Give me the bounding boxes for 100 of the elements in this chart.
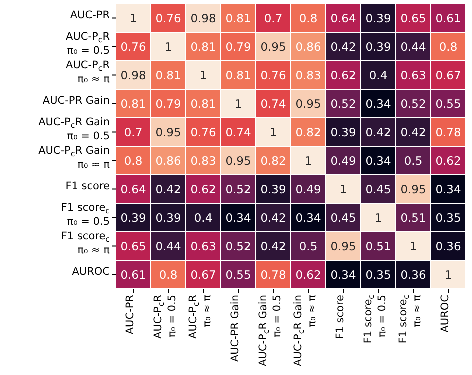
data-label: 0.42 xyxy=(366,125,392,140)
data-label: 0.51 xyxy=(366,239,392,254)
data-label: 0.81 xyxy=(120,96,146,111)
data-label: 0.81 xyxy=(190,40,216,54)
data-label: 0.63 xyxy=(400,68,426,82)
data-label: 0.95 xyxy=(330,239,356,254)
data-label: 0.74 xyxy=(226,125,252,140)
data-label: 0.76 xyxy=(120,40,146,54)
data-label: 0.62 xyxy=(330,68,356,82)
data-label: 1 xyxy=(444,268,452,282)
data-label: 0.39 xyxy=(366,11,392,26)
data-label: 0.34 xyxy=(296,210,322,225)
data-label: 0.4 xyxy=(194,210,213,225)
data-label: 0.42 xyxy=(260,239,286,254)
data-label: 0.34 xyxy=(436,182,462,196)
data-label: 0.36 xyxy=(436,239,462,254)
x-tick-label: AUROC xyxy=(440,295,452,333)
y-tick-label: AUC-PR xyxy=(70,9,110,22)
y-tick-label: F1 score$_{c}$ π₀ = 0.5 xyxy=(61,202,110,228)
data-label: 0.78 xyxy=(260,268,286,282)
data-label: 0.34 xyxy=(366,154,392,168)
data-label: 0.76 xyxy=(190,125,216,140)
y-tick-label: AUC-P$_{c}$R Gain π₀ ≈ π xyxy=(38,144,111,171)
data-label: 0.78 xyxy=(436,125,462,140)
data-label: 0.52 xyxy=(226,239,252,254)
data-label: 0.39 xyxy=(120,210,146,225)
data-label: 0.39 xyxy=(366,40,392,54)
data-label: 0.76 xyxy=(260,68,286,82)
data-label: 0.34 xyxy=(330,268,356,282)
data-label: 1 xyxy=(130,11,138,26)
data-label: 0.76 xyxy=(156,11,182,26)
data-label: 1 xyxy=(270,125,278,140)
data-label: 0.34 xyxy=(226,210,252,225)
y-tick-label: F1 score$_{c}$ π₀ ≈ π xyxy=(61,230,111,256)
data-label: 0.8 xyxy=(159,268,178,282)
data-label: 0.81 xyxy=(226,11,252,26)
data-label: 0.83 xyxy=(190,154,216,168)
data-label: 0.61 xyxy=(120,268,146,282)
data-label: 0.81 xyxy=(156,68,182,82)
data-label: 0.55 xyxy=(436,96,462,111)
data-label: 0.4 xyxy=(369,68,388,82)
data-label: 0.5 xyxy=(299,239,318,254)
data-label: 0.35 xyxy=(436,210,462,225)
data-label: 0.49 xyxy=(296,182,322,196)
data-label: 1 xyxy=(234,96,242,111)
data-label: 0.8 xyxy=(124,154,143,168)
data-label: 0.34 xyxy=(366,96,392,111)
y-tick-label: AUC-P$_{c}$R Gain π₀ = 0.5 xyxy=(38,116,110,142)
data-label: 0.39 xyxy=(330,125,356,140)
data-label: 0.74 xyxy=(260,96,286,111)
data-label: 0.51 xyxy=(400,210,426,225)
data-label: 0.42 xyxy=(260,210,286,225)
data-label: 1 xyxy=(374,210,382,225)
data-label: 1 xyxy=(164,40,172,54)
data-label: 1 xyxy=(304,154,312,168)
data-label: 0.42 xyxy=(156,182,182,196)
data-label: 0.95 xyxy=(260,40,286,54)
x-tick-label: F1 score xyxy=(334,295,346,340)
data-label: 0.42 xyxy=(400,125,426,140)
data-label: 0.42 xyxy=(330,40,356,54)
data-label: 0.44 xyxy=(400,40,426,54)
data-label: 0.67 xyxy=(436,68,462,82)
data-label: 0.95 xyxy=(156,125,182,140)
x-tick-label: AUC-PR Gain xyxy=(230,295,242,362)
data-label: 0.8 xyxy=(439,40,458,54)
data-label: 0.62 xyxy=(190,182,216,196)
y-tick-label: AUC-P$_{c}$R π₀ = 0.5 xyxy=(66,30,110,57)
y-tick-label: AUC-PR Gain xyxy=(42,94,110,107)
data-label: 0.67 xyxy=(190,268,216,282)
data-label: 0.62 xyxy=(436,154,462,168)
data-label: 0.7 xyxy=(124,125,143,140)
data-label: 0.95 xyxy=(400,182,426,196)
data-label: 0.95 xyxy=(296,96,322,111)
data-label: 0.5 xyxy=(404,154,423,168)
data-label: 0.52 xyxy=(226,182,252,196)
y-tick-label: AUC-P$_{c}$R π₀ ≈ π xyxy=(66,59,111,86)
data-label: 0.52 xyxy=(400,96,426,111)
data-label: 0.8 xyxy=(299,11,318,26)
y-tick-label: F1 score xyxy=(66,180,110,192)
data-label: 0.62 xyxy=(296,268,322,282)
data-label: 0.86 xyxy=(296,40,322,54)
data-label: 0.39 xyxy=(156,210,182,225)
data-label: 0.52 xyxy=(330,96,356,111)
data-label: 0.98 xyxy=(120,68,146,82)
data-label: 0.63 xyxy=(190,239,216,254)
data-label: 0.7 xyxy=(264,11,283,26)
data-label: 1 xyxy=(200,68,208,82)
data-label: 1 xyxy=(340,182,348,196)
data-label: 0.86 xyxy=(156,154,182,168)
data-label: 0.65 xyxy=(120,239,146,254)
data-label: 0.55 xyxy=(226,268,252,282)
data-label: 0.49 xyxy=(330,154,356,168)
data-label: 0.81 xyxy=(226,68,252,82)
data-label: 0.95 xyxy=(226,154,252,168)
data-label: 0.61 xyxy=(436,11,462,26)
data-label: 1 xyxy=(410,239,418,254)
data-label: 0.83 xyxy=(296,68,322,82)
data-label: 0.44 xyxy=(156,239,182,254)
data-label: 0.39 xyxy=(260,182,286,196)
data-label: 0.82 xyxy=(296,125,322,140)
